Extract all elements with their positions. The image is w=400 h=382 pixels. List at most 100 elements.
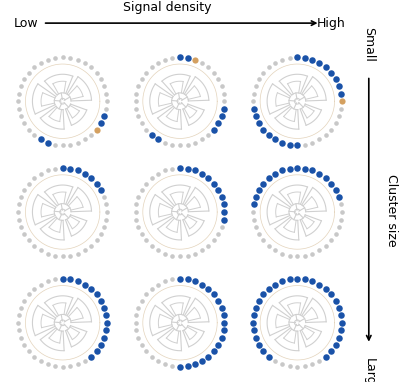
Point — [67, 165, 74, 172]
Point — [103, 201, 109, 207]
Point — [253, 224, 259, 230]
Point — [294, 142, 300, 149]
Point — [88, 243, 94, 249]
Point — [328, 126, 334, 133]
Point — [218, 83, 225, 89]
Point — [177, 142, 183, 149]
Point — [162, 278, 168, 284]
Point — [215, 298, 222, 304]
Point — [74, 251, 81, 257]
Point — [266, 132, 272, 138]
Point — [338, 312, 344, 318]
Point — [266, 243, 272, 249]
Point — [221, 320, 227, 326]
Text: Small: Small — [362, 28, 375, 62]
Point — [60, 275, 66, 282]
Point — [74, 361, 81, 367]
Point — [60, 142, 66, 149]
Point — [316, 171, 323, 177]
Point — [328, 70, 334, 76]
Point — [302, 165, 308, 172]
Point — [260, 348, 267, 354]
Point — [332, 298, 339, 304]
Point — [205, 175, 212, 181]
Point — [101, 224, 107, 230]
Point — [148, 64, 155, 70]
Point — [256, 120, 262, 126]
Point — [133, 91, 140, 97]
Point — [18, 83, 24, 89]
Point — [309, 167, 316, 173]
Point — [184, 142, 191, 148]
Point — [169, 276, 176, 282]
Point — [309, 251, 316, 257]
Point — [266, 64, 272, 70]
Point — [286, 142, 293, 148]
Point — [177, 364, 183, 370]
Point — [148, 175, 155, 181]
Point — [322, 132, 329, 138]
Point — [103, 327, 109, 333]
Point — [205, 286, 212, 292]
Point — [143, 291, 149, 298]
Point — [18, 335, 24, 341]
Point — [93, 70, 100, 76]
Point — [322, 64, 329, 70]
Point — [98, 298, 104, 304]
Point — [184, 276, 191, 282]
Point — [199, 282, 205, 288]
Point — [177, 54, 183, 60]
Point — [103, 91, 109, 97]
Point — [256, 76, 262, 82]
Point — [133, 209, 139, 215]
Point — [138, 342, 145, 348]
Point — [143, 70, 149, 76]
Point — [253, 304, 259, 311]
Point — [294, 364, 300, 370]
Point — [18, 194, 24, 200]
Point — [133, 320, 139, 326]
Point — [302, 142, 308, 148]
Point — [253, 335, 259, 341]
Point — [251, 217, 257, 223]
Point — [101, 113, 107, 120]
Point — [220, 312, 227, 318]
Point — [215, 76, 222, 82]
Point — [44, 57, 51, 63]
Point — [332, 76, 339, 82]
Point — [336, 224, 342, 230]
Point — [332, 120, 339, 126]
Point — [192, 167, 198, 173]
Point — [37, 358, 44, 364]
Point — [338, 327, 344, 333]
Point — [82, 358, 88, 364]
Point — [286, 55, 293, 61]
Point — [74, 278, 81, 284]
Point — [74, 57, 81, 63]
Point — [16, 91, 22, 97]
Point — [272, 171, 278, 177]
Point — [52, 142, 58, 148]
Point — [133, 327, 140, 333]
Point — [31, 132, 38, 138]
Point — [135, 304, 142, 311]
Point — [294, 253, 300, 259]
Point — [88, 64, 94, 70]
Point — [104, 209, 110, 215]
Point — [135, 113, 142, 120]
Point — [52, 253, 58, 259]
Point — [177, 253, 183, 259]
Point — [260, 291, 267, 298]
Point — [138, 187, 145, 193]
Point — [98, 342, 104, 348]
Point — [251, 106, 257, 112]
Point — [52, 276, 58, 282]
Point — [15, 98, 22, 104]
Point — [138, 76, 145, 82]
Point — [148, 286, 155, 292]
Point — [218, 224, 225, 230]
Point — [135, 335, 142, 341]
Point — [218, 304, 225, 311]
Point — [138, 120, 145, 126]
Point — [215, 120, 222, 126]
